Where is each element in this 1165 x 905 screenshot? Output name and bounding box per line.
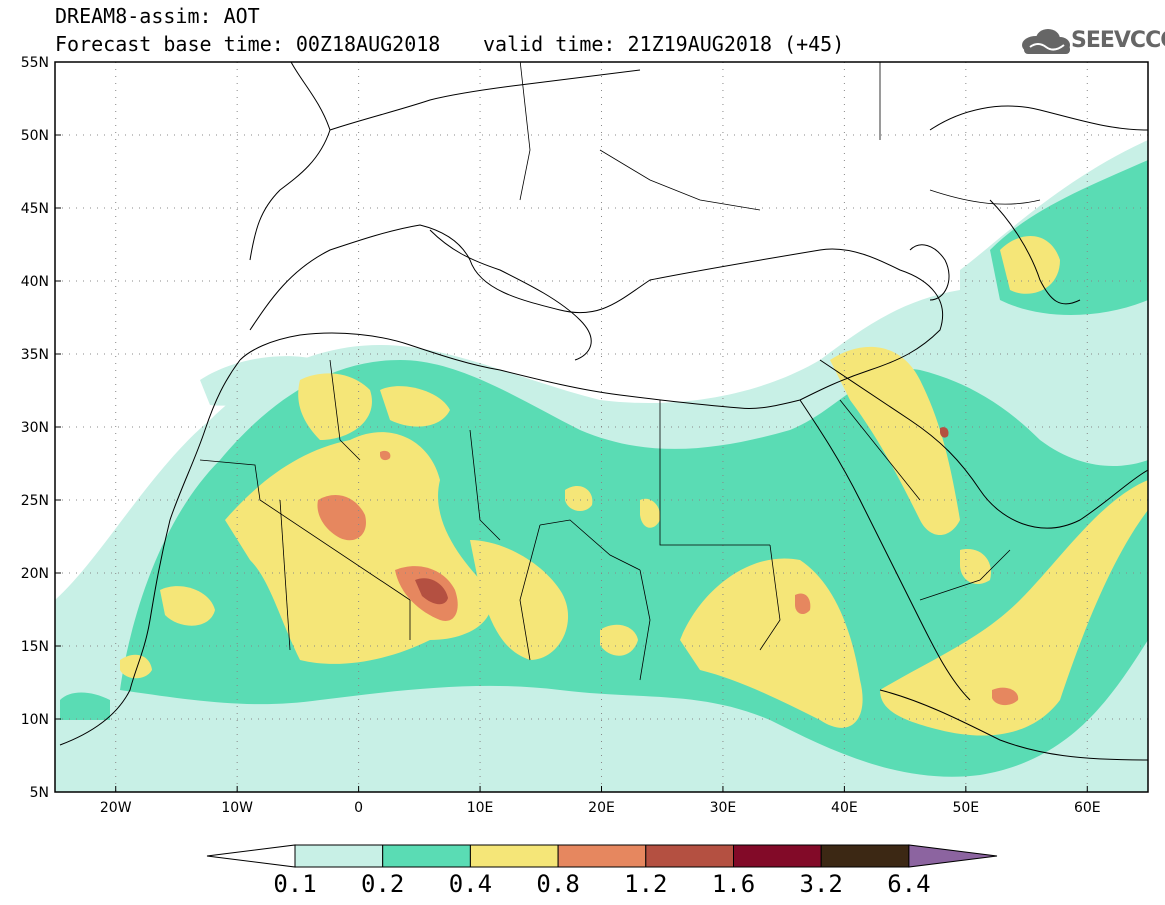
colorbar-label: 0.8 xyxy=(536,870,580,898)
colorbar-below-arrow xyxy=(206,844,296,868)
longitude-labels: 20W 10W 0 10E 20E 30E 40E 50E 60E xyxy=(100,786,1101,816)
colorbar-segment xyxy=(645,844,734,868)
colorbar-label: 0.4 xyxy=(448,870,493,898)
colorbar-label: 1.6 xyxy=(711,870,756,898)
colorbar-segment xyxy=(469,844,559,868)
forecast-base-time: Forecast base time: 00Z18AUG2018 xyxy=(55,32,441,56)
colorbar-segment xyxy=(733,844,822,868)
lat-tick-label: 20N xyxy=(21,566,49,582)
lon-tick-label: 50E xyxy=(952,800,979,816)
lon-tick-label: 40E xyxy=(831,800,858,816)
valid-time: valid time: 21Z19AUG2018 (+45) xyxy=(483,32,845,56)
cloud-icon xyxy=(1022,29,1070,54)
lat-tick-label: 5N xyxy=(30,785,49,801)
colorbar-label: 0.2 xyxy=(361,870,405,898)
lat-tick-label: 50N xyxy=(21,128,49,144)
logo-text: SEEVCCC xyxy=(1071,28,1165,53)
lon-tick-label: 10W xyxy=(221,800,253,816)
lat-tick-label: 40N xyxy=(21,274,49,290)
colorbar-label: 1.2 xyxy=(624,870,668,898)
lat-tick-label: 55N xyxy=(21,55,49,71)
lat-tick-label: 15N xyxy=(21,639,49,655)
lat-tick-label: 35N xyxy=(21,347,49,363)
aot-level-1-2 xyxy=(415,427,949,605)
borders xyxy=(199,62,1041,681)
colorbar-segment xyxy=(294,844,384,868)
colorbar-label: 3.2 xyxy=(799,870,843,898)
colorbar-segment xyxy=(557,844,647,868)
colorbar-label: 6.4 xyxy=(887,870,931,898)
colorbar-above-arrow xyxy=(908,844,998,868)
lat-tick-label: 25N xyxy=(21,493,49,509)
colorbar xyxy=(206,844,998,868)
latitude-labels: 55N 50N 45N 40N 35N 30N 25N 20N 15N 10N 5N xyxy=(21,55,61,801)
colorbar-label: 0.1 xyxy=(273,870,317,898)
colorbar-segment xyxy=(820,844,910,868)
lon-tick-label: 30E xyxy=(710,800,737,816)
lon-tick-label: 10E xyxy=(467,800,494,816)
lon-tick-label: 60E xyxy=(1074,800,1101,816)
lon-tick-label: 20E xyxy=(588,800,615,816)
lon-tick-label: 20W xyxy=(100,800,132,816)
coastlines xyxy=(59,62,1148,761)
lat-tick-label: 45N xyxy=(21,201,49,217)
map-grid xyxy=(55,62,1148,792)
lon-tick-label: 0 xyxy=(354,800,363,816)
colorbar-segment xyxy=(382,844,471,868)
map-title: DREAM8-assim: AOT xyxy=(55,4,260,28)
lat-tick-label: 30N xyxy=(21,420,49,436)
lat-tick-label: 10N xyxy=(21,712,49,728)
